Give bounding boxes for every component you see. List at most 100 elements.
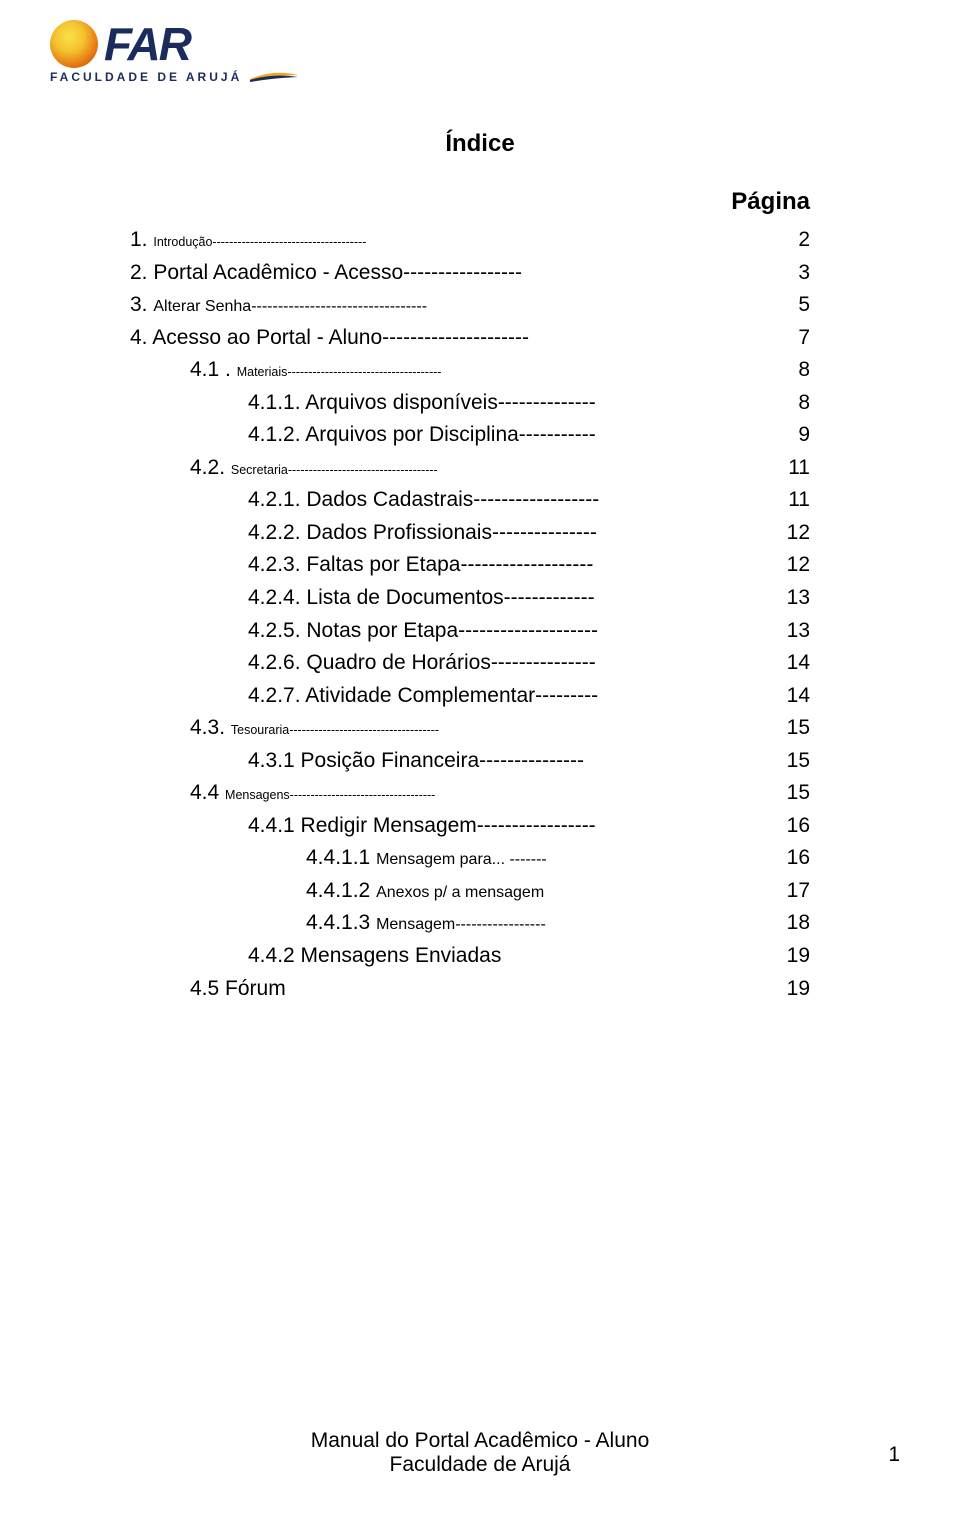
toc-entry-text: Arquivos disponíveis-------------- (305, 391, 596, 414)
toc-entry-left: 4.4.1 Redigir Mensagem----------------- (248, 810, 596, 843)
toc-entry: 4.2.4. Lista de Documentos-------------1… (130, 582, 830, 615)
toc-entry-page: 13 (770, 615, 830, 648)
toc-entry: 4.1 . Materiais-------------------------… (130, 354, 830, 387)
toc-entry-num: 4.2.7. (248, 684, 305, 707)
logo-block: FAR FACULDADE DE ARUJÁ (50, 20, 298, 84)
toc-entry-page: 19 (770, 940, 830, 973)
toc-entry-num: 4.2.6. (248, 651, 306, 674)
toc-entry-page: 17 (770, 875, 830, 908)
toc-entry: 4.4 Mensagens---------------------------… (130, 777, 830, 810)
toc-entry-page: 2 (770, 224, 830, 257)
toc-entry-page: 11 (770, 452, 830, 485)
toc-entry-left: 1. Introdução---------------------------… (130, 224, 366, 257)
toc-entry-page: 19 (770, 973, 830, 1006)
toc-entry-left: 4.2.2. Dados Profissionais--------------… (248, 517, 597, 550)
toc-entry-left: 4.4.1.1 Mensagem para... ------- (306, 842, 547, 875)
toc-entry-text: Faltas por Etapa------------------- (306, 553, 593, 576)
toc-entry-text: Introdução------------------------------… (153, 235, 366, 249)
toc-entry-page: 15 (770, 777, 830, 810)
toc-entry-num: 4.1.2. (248, 423, 305, 446)
toc-entry: 4.2.5. Notas por Etapa------------------… (130, 615, 830, 648)
toc-entry: 4.4.2 Mensagens Enviadas 19 (130, 940, 830, 973)
toc-entry-text: Mensagens Enviadas (301, 944, 502, 967)
toc-entry-left: 4.2.4. Lista de Documentos------------- (248, 582, 595, 615)
toc-entry-page: 15 (770, 745, 830, 778)
toc-entry-num: 4.3.1 (248, 749, 301, 772)
swoosh-icon (250, 71, 298, 83)
toc-entry: 4.5 Fórum 19 (130, 973, 830, 1006)
toc-entry: 4.4.1.2 Anexos p/ a mensagem 17 (130, 875, 830, 908)
toc-entry: 4.2.6. Quadro de Horários---------------… (130, 647, 830, 680)
toc-entry-num: 4.2.1. (248, 488, 306, 511)
toc-entry-page: 5 (770, 289, 830, 322)
toc-entry-text: Arquivos por Disciplina----------- (305, 423, 596, 446)
toc-entry-left: 4.4.1.3 Mensagem----------------- (306, 907, 546, 940)
pagina-header: Página (130, 188, 830, 216)
toc-entry: 4.2.7. Atividade Complementar---------14 (130, 680, 830, 713)
toc-entry: 4.2.3. Faltas por Etapa-----------------… (130, 549, 830, 582)
toc-entry-num: 3. (130, 293, 153, 316)
toc-entry-left: 4.1.2. Arquivos por Disciplina----------… (248, 419, 596, 452)
toc-entry-page: 11 (770, 484, 830, 517)
toc-entry-page: 7 (770, 322, 830, 355)
toc-entry-page: 9 (770, 419, 830, 452)
toc-entry: 1. Introdução---------------------------… (130, 224, 830, 257)
page-title: Índice (130, 130, 830, 158)
toc-entry-num: 4.2.4. (248, 586, 306, 609)
toc-entry-text: Dados Cadastrais------------------ (306, 488, 599, 511)
toc-entry-num: 4.2.2. (248, 521, 306, 544)
toc-entry: 4.2. Secretaria-------------------------… (130, 452, 830, 485)
toc-entry-num: 4.4.2 (248, 944, 301, 967)
content-area: Índice Página 1. Introdução-------------… (130, 130, 830, 1005)
table-of-contents: 1. Introdução---------------------------… (130, 224, 830, 1005)
toc-entry: 4.3. Tesouraria-------------------------… (130, 712, 830, 745)
toc-entry-left: 4.2. Secretaria-------------------------… (190, 452, 438, 485)
toc-entry-left: 4.4.2 Mensagens Enviadas (248, 940, 501, 973)
toc-entry-text: Notas por Etapa-------------------- (306, 619, 598, 642)
toc-entry-num: 4.1 . (190, 358, 237, 381)
toc-entry-left: 4.2.1. Dados Cadastrais-----------------… (248, 484, 599, 517)
toc-entry-num: 4.5 (190, 977, 225, 1000)
toc-entry-left: 4.1.1. Arquivos disponíveis-------------… (248, 387, 596, 420)
toc-entry-num: 4.4.1.1 (306, 846, 376, 869)
toc-entry-text: Anexos p/ a mensagem (376, 884, 544, 901)
footer-line2: Faculdade de Arujá (0, 1453, 960, 1477)
toc-entry-left: 3. Alterar Senha------------------------… (130, 289, 427, 322)
toc-entry-text: Mensagem para... ------- (376, 851, 547, 868)
toc-entry-page: 15 (770, 712, 830, 745)
toc-entry-left: 4.4 Mensagens---------------------------… (190, 777, 435, 810)
toc-entry-left: 4. Acesso ao Portal - Aluno-------------… (130, 322, 529, 355)
toc-entry-text: Quadro de Horários--------------- (306, 651, 595, 674)
toc-entry-text: Mensagem----------------- (376, 916, 546, 933)
logo-row: FAR (50, 20, 298, 68)
toc-entry: 4.1.2. Arquivos por Disciplina----------… (130, 419, 830, 452)
toc-entry-text: Redigir Mensagem----------------- (301, 814, 596, 837)
toc-entry-num: 4.2.3. (248, 553, 306, 576)
toc-entry-text: Mensagens-------------------------------… (225, 788, 435, 802)
toc-entry-page: 12 (770, 517, 830, 550)
toc-entry-num: 4.4.1 (248, 814, 301, 837)
toc-entry: 3. Alterar Senha------------------------… (130, 289, 830, 322)
toc-entry-num: 4.4 (190, 781, 225, 804)
toc-entry-page: 8 (770, 354, 830, 387)
toc-entry-left: 4.5 Fórum (190, 973, 286, 1006)
toc-entry-text: Materiais-------------------------------… (237, 365, 442, 379)
toc-entry: 4.2.1. Dados Cadastrais-----------------… (130, 484, 830, 517)
toc-entry-page: 14 (770, 647, 830, 680)
footer: Manual do Portal Acadêmico - Aluno Facul… (0, 1429, 960, 1477)
toc-entry-left: 4.2.5. Notas por Etapa------------------… (248, 615, 598, 648)
toc-entry-page: 3 (770, 257, 830, 290)
toc-entry-num: 4. (130, 326, 152, 349)
toc-entry-left: 4.3.1 Posição Financeira--------------- (248, 745, 584, 778)
toc-entry: 4.3.1 Posição Financeira--------------- 1… (130, 745, 830, 778)
toc-entry-page: 14 (770, 680, 830, 713)
toc-entry: 4.1.1. Arquivos disponíveis-------------… (130, 387, 830, 420)
toc-entry-page: 16 (770, 842, 830, 875)
toc-entry: 4.2.2. Dados Profissionais--------------… (130, 517, 830, 550)
toc-entry-text: Acesso ao Portal - Aluno----------------… (152, 326, 529, 349)
toc-entry: 4. Acesso ao Portal - Aluno-------------… (130, 322, 830, 355)
toc-entry-left: 4.3. Tesouraria-------------------------… (190, 712, 439, 745)
toc-entry-num: 4.4.1.2 (306, 879, 376, 902)
toc-entry-num: 4.4.1.3 (306, 911, 376, 934)
toc-entry-text: Secretaria------------------------------… (231, 463, 438, 477)
